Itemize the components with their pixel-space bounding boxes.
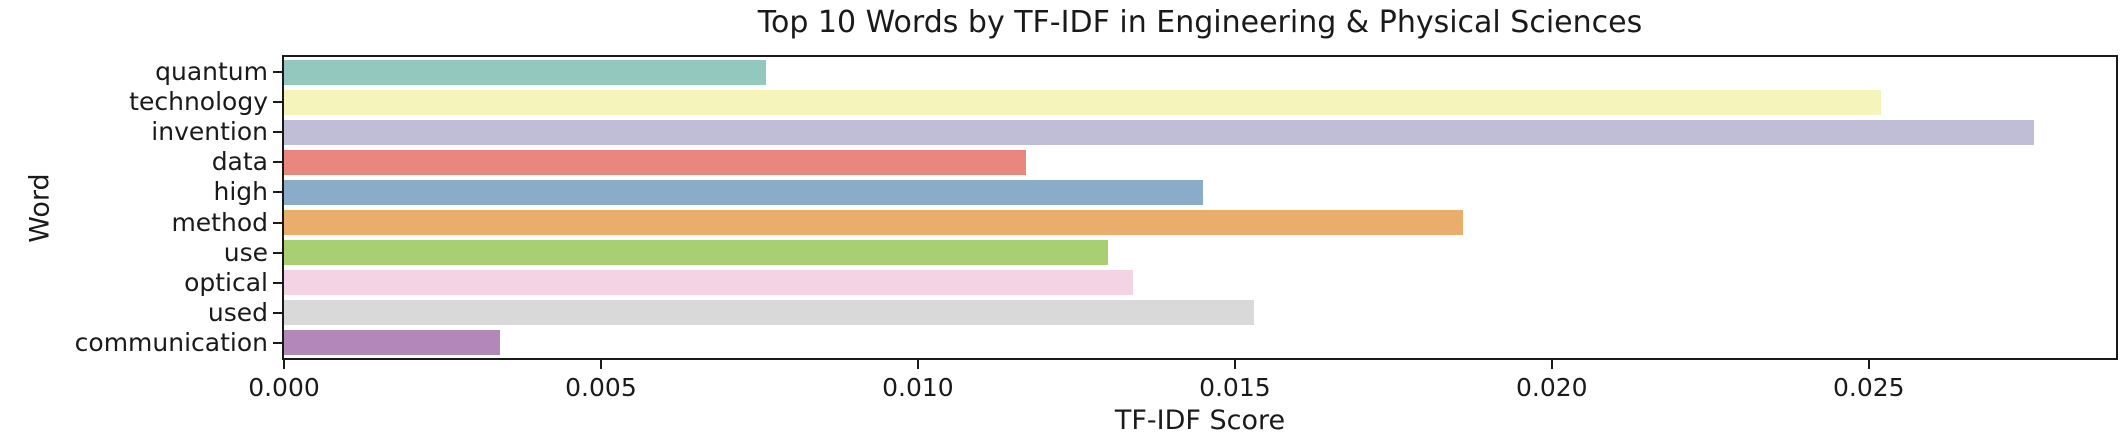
y-tick-label-invention: invention — [151, 117, 268, 147]
x-tick-label-0.020: 0.020 — [1516, 373, 1588, 402]
bar-data — [284, 149, 1026, 175]
bar-used — [284, 300, 1254, 326]
y-tick-label-use: use — [223, 237, 268, 267]
x-tick-mark — [599, 360, 602, 369]
y-tick-mark — [273, 161, 282, 164]
y-tick-mark — [273, 101, 282, 104]
x-tick-label-0.005: 0.005 — [565, 373, 637, 402]
bar-method — [284, 210, 1464, 236]
bar-use — [284, 240, 1109, 266]
y-tick-label-communication: communication — [74, 327, 268, 357]
y-tick-label-quantum: quantum — [155, 57, 268, 87]
x-tick-mark — [1867, 360, 1870, 369]
bar-high — [284, 179, 1204, 205]
x-tick-mark — [1550, 360, 1553, 369]
x-tick-label-0.025: 0.025 — [1832, 373, 1905, 402]
y-tick-mark — [273, 71, 282, 74]
y-tick-label-data: data — [211, 147, 268, 177]
chart-title: Top 10 Words by TF-IDF in Engineering & … — [757, 5, 1643, 40]
y-tick-mark — [273, 281, 282, 284]
y-tick-mark — [273, 191, 282, 194]
y-tick-mark — [273, 221, 282, 224]
x-axis-title: TF-IDF Score — [1114, 405, 1286, 436]
y-tick-mark — [273, 131, 282, 134]
y-tick-mark — [273, 251, 282, 254]
x-tick-label-0.010: 0.010 — [882, 373, 954, 402]
y-tick-mark — [273, 341, 282, 344]
y-tick-label-optical: optical — [184, 267, 268, 297]
y-tick-label-technology: technology — [129, 87, 268, 117]
y-tick-mark — [273, 311, 282, 314]
bar-technology — [284, 89, 1882, 115]
bar-quantum — [284, 59, 766, 85]
bar-invention — [284, 119, 2034, 145]
x-tick-mark — [283, 360, 285, 369]
x-tick-mark — [1233, 360, 1236, 369]
y-tick-label-used: used — [207, 297, 268, 327]
y-tick-label-method: method — [171, 207, 268, 237]
x-tick-label-0.000: 0.000 — [248, 373, 320, 402]
y-tick-label-high: high — [213, 177, 268, 207]
x-tick-label-0.015: 0.015 — [1199, 373, 1271, 402]
x-tick-mark — [916, 360, 919, 369]
bar-communication — [284, 330, 500, 356]
bar-optical — [284, 270, 1134, 296]
plot-area — [282, 55, 2118, 360]
